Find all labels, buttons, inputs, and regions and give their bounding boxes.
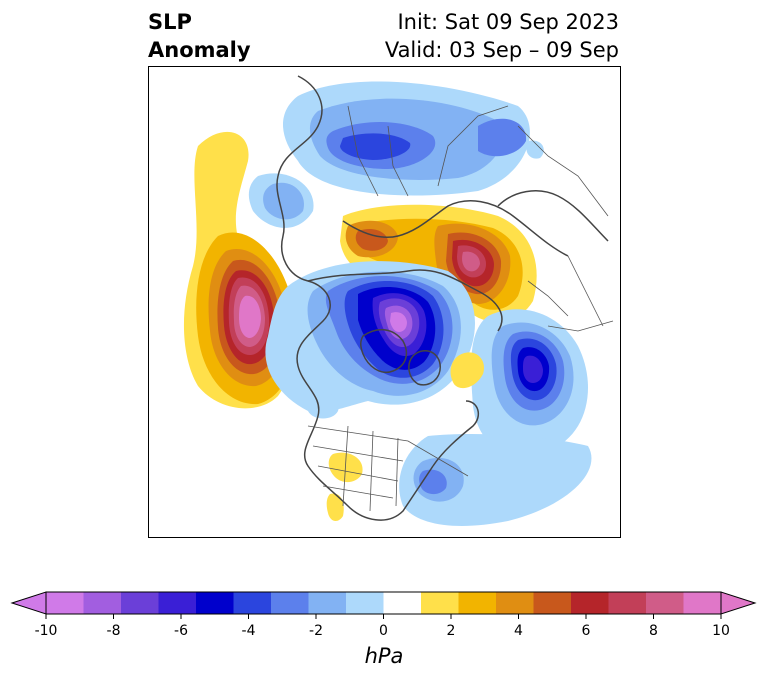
valid-range: Valid: 03 Sep – 09 Sep bbox=[384, 38, 619, 62]
colorbar-segment bbox=[458, 592, 497, 614]
map-title: SLP Anomaly bbox=[148, 8, 251, 64]
colorbar-min-extension bbox=[10, 591, 47, 615]
colorbar-tick-label: -10 bbox=[35, 623, 58, 639]
colorbar-segment bbox=[533, 592, 572, 614]
colorbar-segment bbox=[683, 592, 722, 614]
colorbar-tick-label: -4 bbox=[242, 623, 256, 639]
minor-positive-anomalies bbox=[326, 352, 484, 522]
siberia-low-contours bbox=[248, 81, 544, 228]
colorbar-segment bbox=[46, 592, 84, 614]
colorbar-segment bbox=[83, 592, 122, 614]
atlantic-low-contours bbox=[153, 282, 592, 526]
colorbar-unit-label: hPa bbox=[364, 644, 404, 668]
colorbar-tick-label: -6 bbox=[174, 623, 188, 639]
map-frame bbox=[148, 66, 621, 538]
colorbar-segment bbox=[271, 592, 309, 614]
title-field: Anomaly bbox=[148, 38, 251, 62]
init-date: Init: Sat 09 Sep 2023 bbox=[397, 10, 619, 34]
colorbar-segment bbox=[421, 592, 459, 614]
colorbar: -10 -8 -6 -4 -2 0 2 4 6 8 10 bbox=[10, 591, 757, 639]
colorbar-segment bbox=[308, 592, 347, 614]
colorbar-max-extension bbox=[720, 591, 757, 615]
colorbar-tick-label: -2 bbox=[309, 623, 323, 639]
colorbar-segment bbox=[346, 592, 384, 614]
country-borders bbox=[307, 105, 614, 512]
slp-anomaly-map bbox=[148, 66, 621, 538]
colorbar-segment bbox=[121, 592, 159, 614]
map-dates: Init: Sat 09 Sep 2023 Valid: 03 Sep – 09… bbox=[385, 8, 619, 64]
colorbar-segment bbox=[646, 592, 684, 614]
colorbar-ticks: -10 -8 -6 -4 -2 0 2 4 6 8 10 bbox=[35, 614, 730, 639]
colorbar-tick-label: -8 bbox=[107, 623, 121, 639]
arctic-low-contours bbox=[265, 261, 475, 413]
eurasia-high-contours bbox=[340, 204, 537, 323]
colorbar-segment bbox=[233, 592, 272, 614]
colorbar-tick-label: 4 bbox=[514, 623, 523, 639]
colorbar-tick-label: 8 bbox=[649, 623, 658, 639]
colorbar-segment bbox=[608, 592, 647, 614]
colorbar-segment bbox=[196, 592, 234, 614]
colorbar-segment bbox=[571, 592, 609, 614]
colorbar-tick-label: 6 bbox=[582, 623, 591, 639]
title-variable: SLP bbox=[148, 10, 192, 34]
colorbar-tick-label: 2 bbox=[447, 623, 456, 639]
colorbar-segment bbox=[158, 592, 197, 614]
coastlines bbox=[276, 75, 609, 521]
colorbar-segments bbox=[46, 592, 722, 614]
colorbar-segment bbox=[383, 592, 422, 614]
colorbar-tick-label: 10 bbox=[712, 623, 730, 639]
colorbar-segment bbox=[496, 592, 534, 614]
colorbar-tick-label: 0 bbox=[379, 623, 388, 639]
